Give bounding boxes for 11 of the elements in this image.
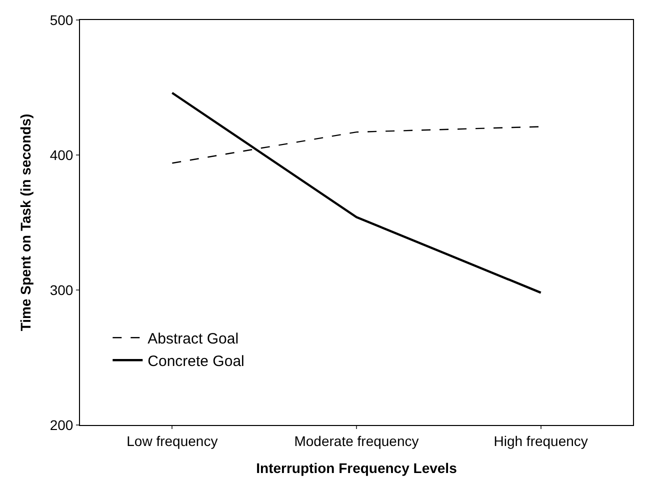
y-tick-label: 500 (50, 12, 74, 28)
y-tick-label: 300 (50, 282, 74, 298)
legend-label: Abstract Goal (148, 330, 239, 348)
x-tick-label: Moderate frequency (294, 432, 419, 449)
y-tick-label: 200 (50, 416, 74, 433)
legend-label: Concrete Goal (148, 353, 244, 370)
x-axis-title: Interruption Frequency Levels (256, 460, 458, 476)
x-tick-label: Low frequency (126, 432, 218, 449)
y-axis-title: Time Spent on Task (in seconds) (17, 114, 34, 332)
y-tick-label: 400 (50, 146, 74, 163)
x-tick-label: High frequency (494, 432, 588, 449)
